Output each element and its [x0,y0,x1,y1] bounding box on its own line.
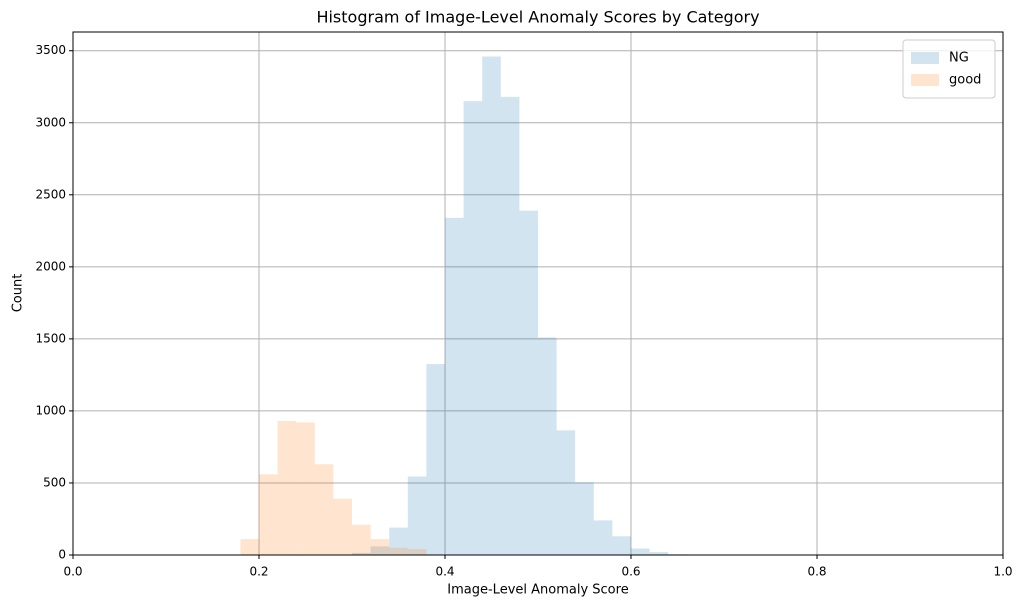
bar [575,482,594,555]
bar [445,217,464,555]
bar [389,527,408,555]
bar [370,546,390,555]
y-tick-label: 3500 [35,43,66,57]
bar [463,101,483,555]
y-axis-label: Count [11,274,26,313]
legend-swatch [911,74,939,86]
y-tick-label: 2500 [35,187,66,201]
x-tick-label: 0.2 [249,565,268,579]
x-tick-label: 0.6 [621,565,640,579]
bar [333,498,352,555]
bar [631,548,650,555]
bar [314,464,334,555]
y-tick-label: 3000 [35,115,66,129]
bar [500,96,520,555]
bar [593,520,613,555]
chart-title: Histogram of Image-Level Anomaly Scores … [316,8,759,27]
bar [352,552,371,555]
y-tick-label: 2000 [35,259,66,273]
bar [277,421,297,555]
x-tick-label: 1.0 [993,565,1012,579]
bar [389,547,408,555]
x-tick-label: 0.8 [807,565,826,579]
y-tick-label: 500 [43,475,66,489]
bar [556,430,576,555]
bar [407,476,427,555]
plot-frame [72,31,1004,556]
bar [649,552,669,555]
x-tick-label: 0.4 [435,565,454,579]
bar [259,474,278,555]
bar [296,422,315,555]
bar [519,210,538,556]
bar [352,524,371,555]
legend-swatch [911,52,939,64]
legend-box [902,39,996,99]
legend-label: NG [949,51,969,66]
y-tick-label: 1500 [35,331,66,345]
bar [538,337,557,555]
bar [240,539,259,555]
bar [370,539,390,555]
y-tick-label: 0 [58,548,66,562]
bar [407,549,427,555]
bar [482,56,501,556]
x-tick-label: 0.0 [63,565,82,579]
y-tick-label: 1000 [35,403,66,417]
legend-label: good [949,73,981,88]
bar [612,536,631,555]
x-axis-label: Image-Level Anomaly Score [447,583,628,598]
bar [426,364,445,555]
